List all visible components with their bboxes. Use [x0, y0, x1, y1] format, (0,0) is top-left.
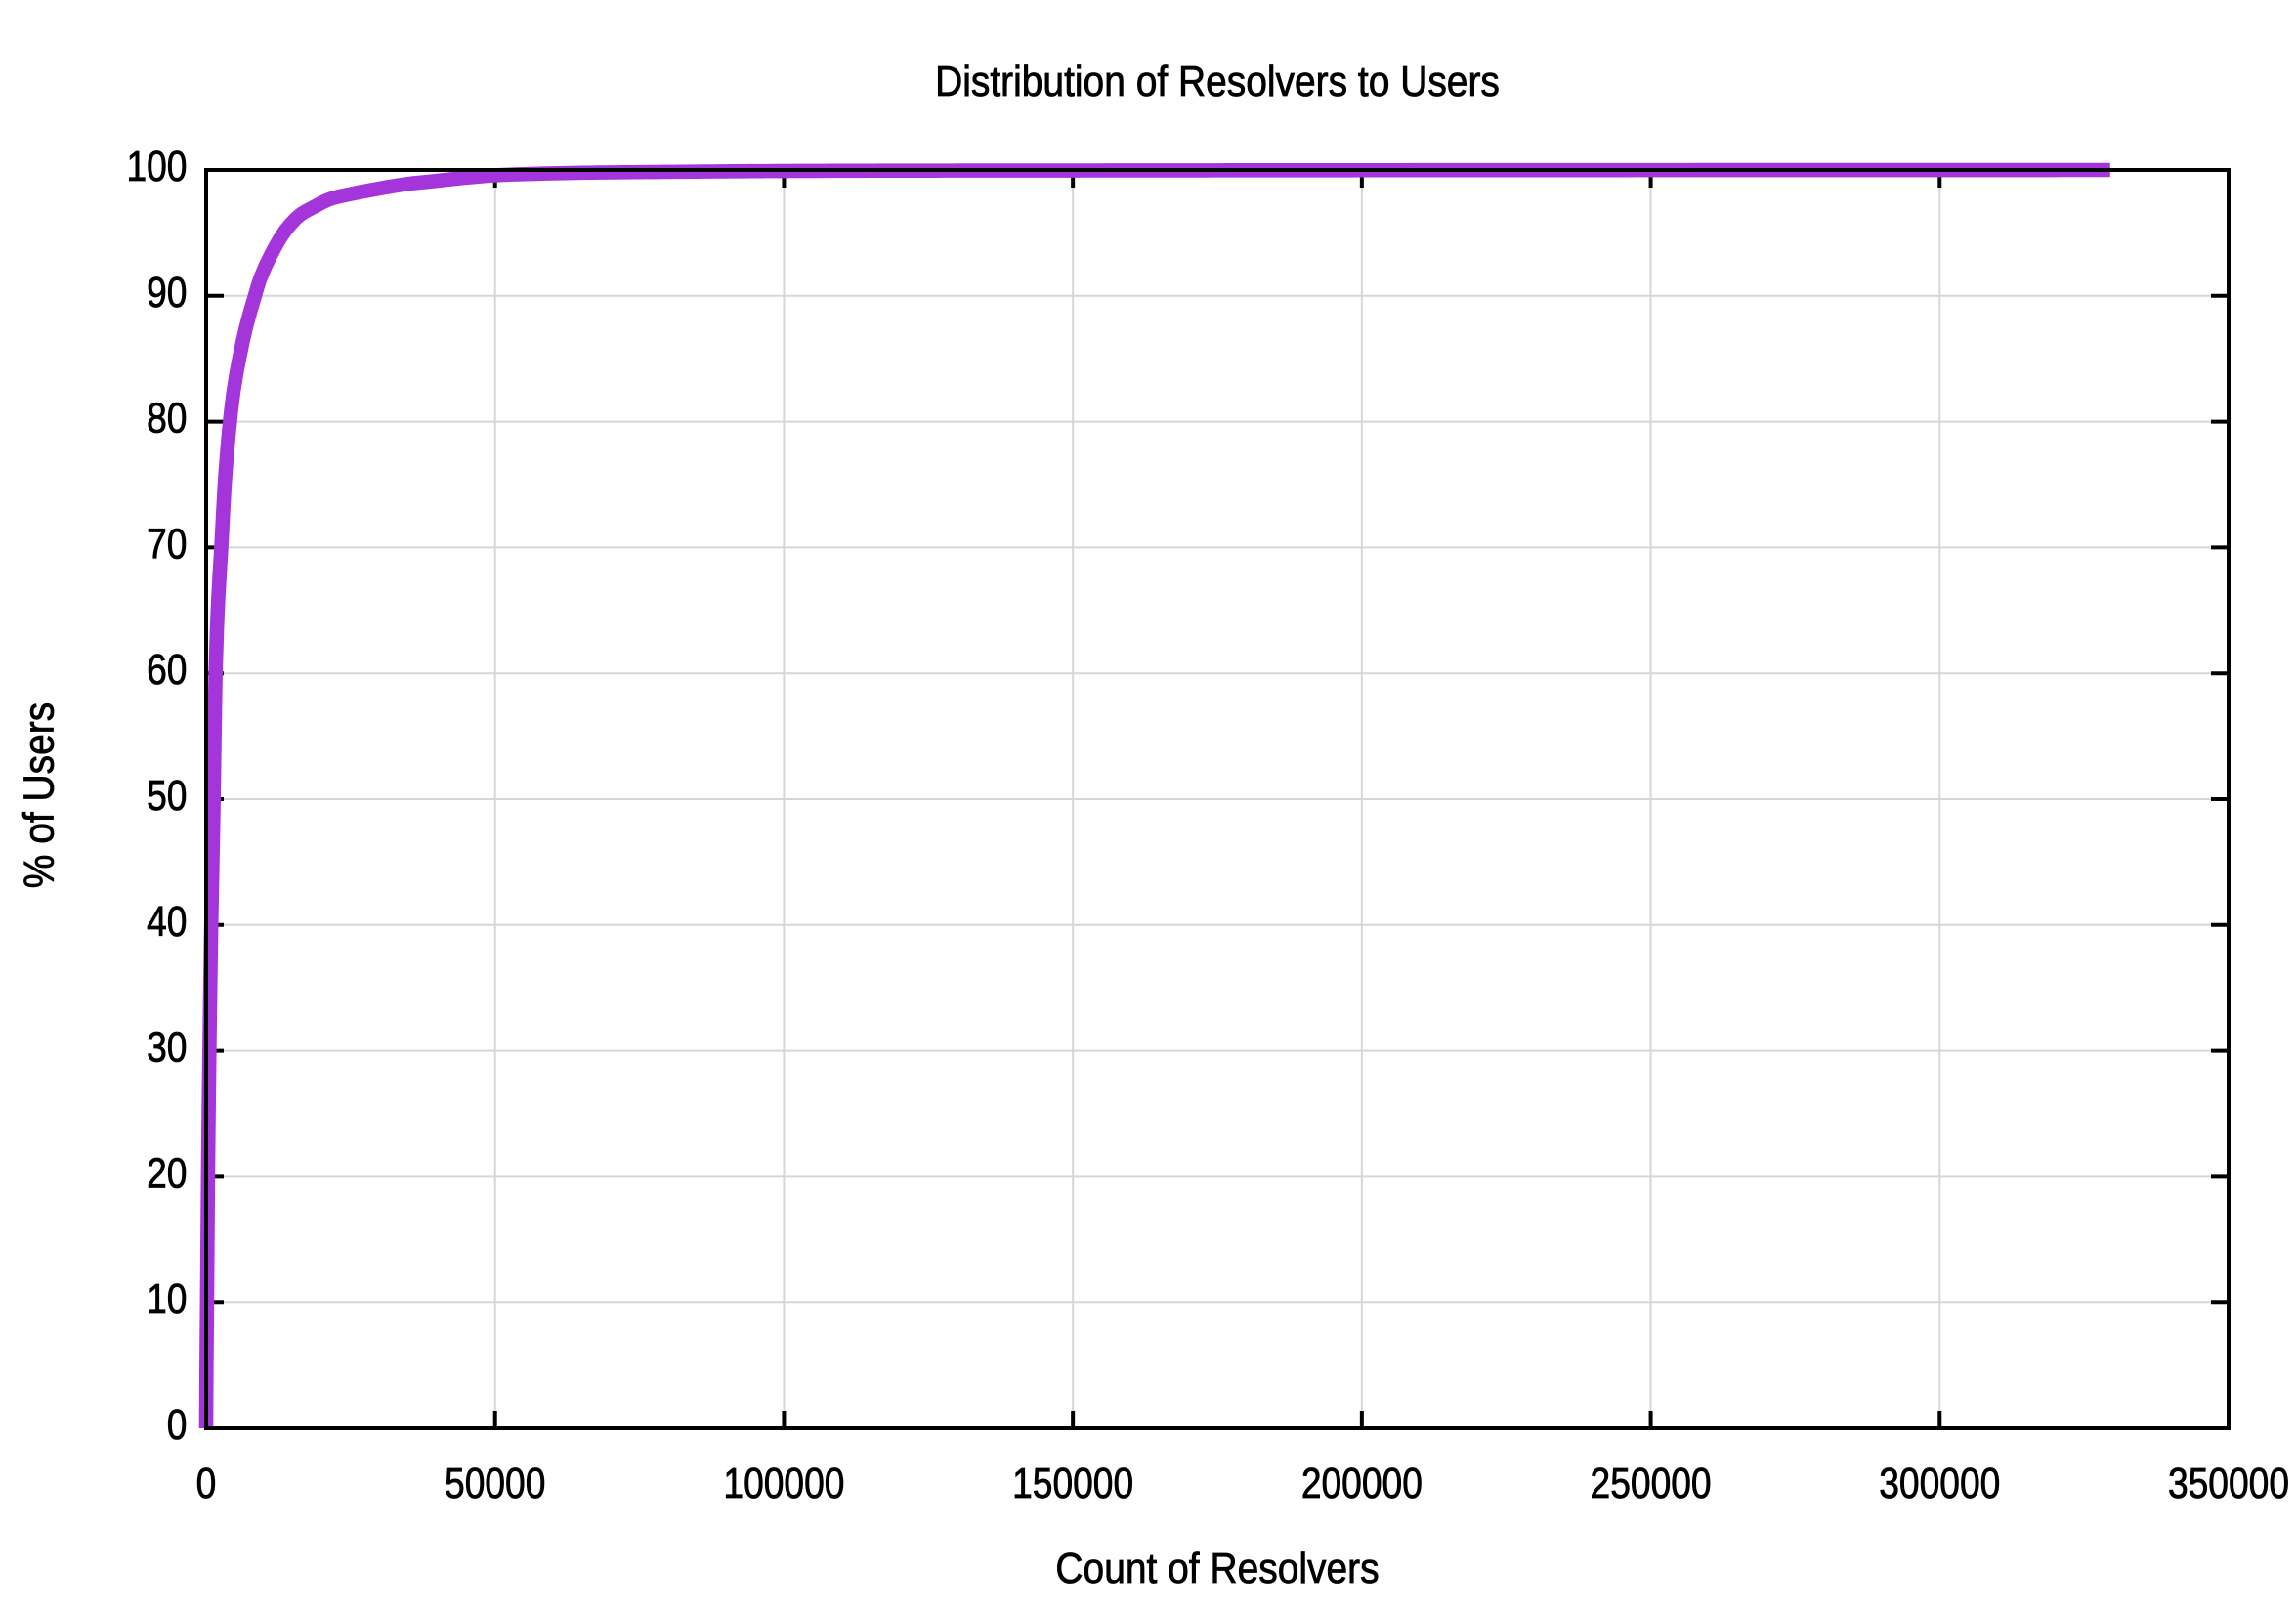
x-tick-label: 300000 — [1879, 1460, 2000, 1507]
x-axis-label: Count of Resolvers — [1055, 1545, 1379, 1592]
y-axis-label: % of Users — [16, 702, 64, 888]
y-tick-label: 0 — [167, 1401, 188, 1449]
y-tick-label: 40 — [147, 898, 187, 946]
y-tick-label: 50 — [147, 772, 187, 820]
y-tick-label: 20 — [147, 1149, 187, 1197]
y-tick-label: 30 — [147, 1024, 187, 1072]
y-tick-label: 100 — [126, 143, 187, 191]
y-tick-label: 70 — [147, 520, 187, 568]
plot-border — [204, 168, 2231, 1430]
x-tick-label: 100000 — [723, 1460, 844, 1507]
axis-ticks — [204, 168, 2231, 1430]
x-tick-label: 250000 — [1591, 1460, 1712, 1507]
axis-tick-labels: 0 50000 100000 150000 200000 250000 300000 3500… — [126, 143, 2289, 1508]
x-tick-label: 0 — [196, 1460, 217, 1507]
plot-border-rect — [204, 168, 2231, 1430]
y-tick-label: 60 — [147, 646, 187, 694]
y-tick-label: 90 — [147, 269, 187, 317]
x-tick-label: 50000 — [445, 1460, 545, 1507]
x-tick-label: 200000 — [1301, 1460, 1423, 1507]
y-tick-label: 80 — [147, 395, 187, 443]
y-tick-label: 10 — [147, 1275, 187, 1323]
x-tick-label: 350000 — [2168, 1460, 2289, 1507]
chart-title: Distribution of Resolvers to Users — [935, 58, 1500, 106]
x-tick-label: 150000 — [1012, 1460, 1133, 1507]
grid-lines — [206, 170, 2229, 1428]
